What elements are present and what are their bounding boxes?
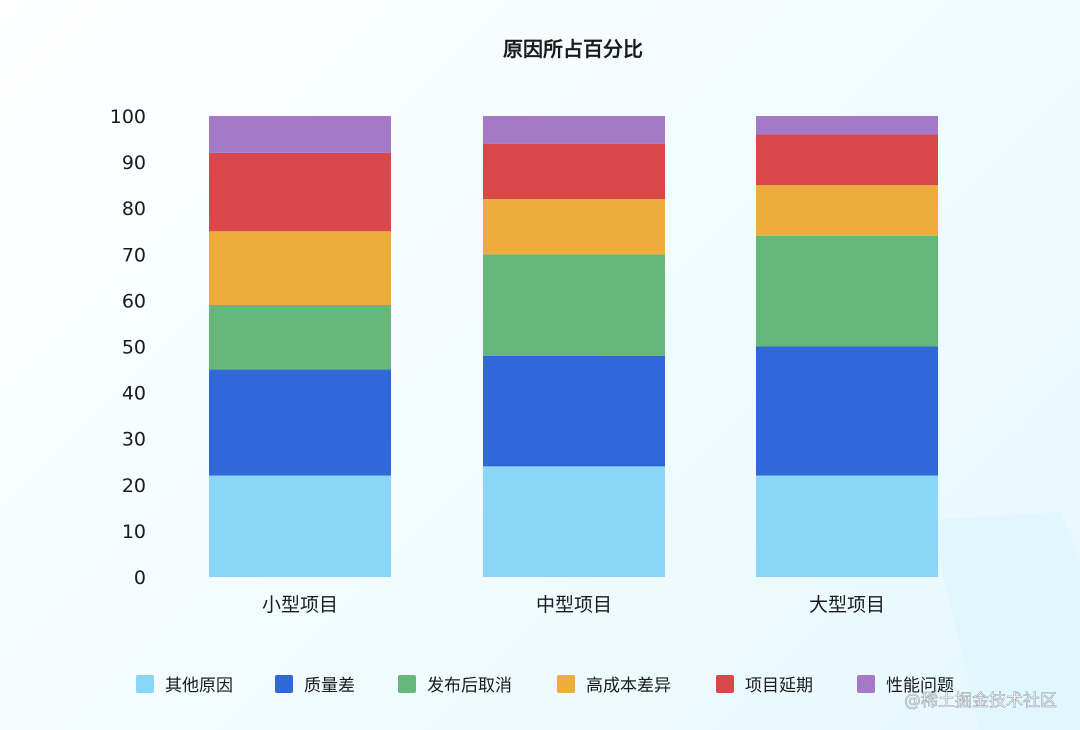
legend-label: 项目延期 <box>745 676 813 696</box>
legend-label: 其他原因 <box>165 676 233 696</box>
y-tick-label: 80 <box>122 198 146 220</box>
y-tick-label: 100 <box>110 106 146 128</box>
x-axis: 小型项目 中型项目 大型项目 <box>262 594 885 616</box>
legend-item: 项目延期 <box>716 675 813 696</box>
legend-swatch <box>398 675 416 693</box>
legend-label: 质量差 <box>304 676 355 696</box>
bar-segment <box>756 346 938 476</box>
y-axis: 0 10 20 30 40 50 60 70 80 90 100 <box>110 106 146 589</box>
legend-item: 高成本差异 <box>557 675 671 696</box>
bar-segment <box>209 152 391 232</box>
legend-label: 发布后取消 <box>427 676 512 696</box>
bar-segment <box>209 305 391 370</box>
legend-swatch <box>857 675 875 693</box>
bar-segment <box>209 475 391 577</box>
y-tick-label: 20 <box>122 475 146 497</box>
bar-segment <box>756 134 938 186</box>
x-tick-label: 中型项目 <box>536 594 612 616</box>
legend-swatch <box>716 675 734 693</box>
bar-segment <box>756 475 938 577</box>
bar-segment <box>209 369 391 476</box>
legend-item: 性能问题 <box>857 675 954 696</box>
bar-segment <box>209 231 391 306</box>
y-tick-label: 50 <box>122 337 146 359</box>
bar-segment <box>209 116 391 153</box>
bar-segment <box>483 143 665 199</box>
bar-segment <box>483 116 665 144</box>
background-decoration <box>930 512 1080 730</box>
legend-item: 发布后取消 <box>398 675 512 696</box>
legend-label: 高成本差异 <box>586 676 671 696</box>
bar-segment <box>756 116 938 135</box>
y-tick-label: 30 <box>122 429 146 451</box>
bar-segment <box>483 198 665 255</box>
y-tick-label: 70 <box>122 244 146 266</box>
watermark: @稀土掘金技术社区 <box>904 691 1057 711</box>
bar-segment <box>483 355 665 467</box>
legend-item: 其他原因 <box>136 675 233 696</box>
bar-segment <box>756 185 938 236</box>
bar-segment <box>483 466 665 577</box>
bar-segment <box>483 254 665 356</box>
bar-segment <box>756 235 938 347</box>
legend-item: 质量差 <box>275 675 355 696</box>
y-tick-label: 40 <box>122 383 146 405</box>
legend-label: 性能问题 <box>886 676 954 696</box>
chart-title: 原因所占百分比 <box>503 37 643 61</box>
legend-swatch <box>136 675 154 693</box>
y-tick-label: 90 <box>122 152 146 174</box>
y-tick-label: 60 <box>122 290 146 312</box>
y-tick-label: 0 <box>134 567 146 589</box>
y-tick-label: 10 <box>122 521 146 543</box>
bars <box>209 116 938 577</box>
legend: 其他原因 质量差 发布后取消 高成本差异 项目延期 性能问题 <box>136 675 954 696</box>
legend-swatch <box>275 675 293 693</box>
x-tick-label: 大型项目 <box>809 594 885 616</box>
x-tick-label: 小型项目 <box>262 594 338 616</box>
legend-swatch <box>557 675 575 693</box>
